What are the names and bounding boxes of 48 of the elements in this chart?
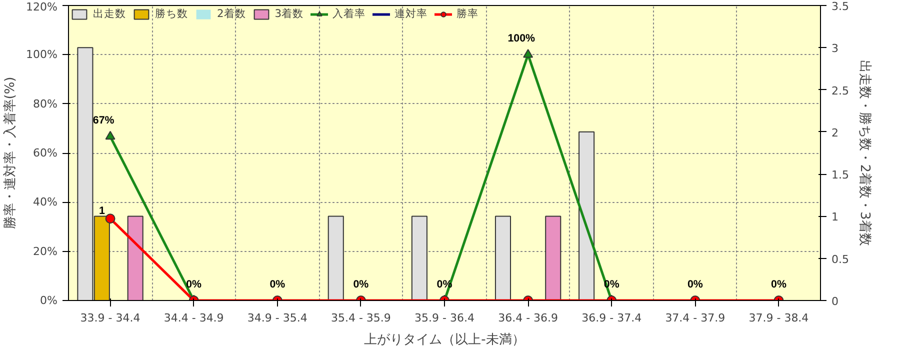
y2-tick-label: 2 xyxy=(832,126,838,140)
x-tick-label: 35.9 - 36.4 xyxy=(414,312,474,324)
y-tick-label: 120% xyxy=(26,0,58,14)
legend-label: 入着率 xyxy=(332,7,366,21)
data-label: 67% xyxy=(92,114,115,127)
bar xyxy=(328,216,344,300)
y2-tick-label: 1.5 xyxy=(832,168,849,182)
bar xyxy=(545,216,562,300)
y-axis-title: 勝率・連対率・入着率(%) xyxy=(2,76,18,230)
bar xyxy=(411,216,428,300)
data-label: 1 xyxy=(98,205,105,218)
legend-label: 勝率 xyxy=(456,7,479,21)
y2-tick-label: 0 xyxy=(832,295,838,308)
x-tick-label: 36.4 - 36.9 xyxy=(498,312,558,324)
legend-label: 勝ち数 xyxy=(155,7,188,21)
y2-tick-label: 3 xyxy=(832,42,838,56)
x-tick-label: 34.4 - 34.9 xyxy=(164,312,224,324)
x-axis-title: 上がりタイム（以上-未満） xyxy=(364,332,525,348)
x-tick-label: 36.9 - 37.4 xyxy=(582,312,642,324)
bar xyxy=(127,216,144,300)
x-tick-label: 37.9 - 38.4 xyxy=(748,312,809,324)
y-tick-label: 20% xyxy=(33,244,58,258)
legend-label: 出走数 xyxy=(93,7,126,21)
y2-tick-label: 3.5 xyxy=(832,0,849,13)
y2-axis-title: 出走数・勝ち数・2着数・3着数 xyxy=(856,60,873,246)
legend-label: 連対率 xyxy=(394,7,428,21)
bar xyxy=(578,131,595,300)
legend-label: 3着数 xyxy=(274,7,304,21)
x-tick-label: 34.9 - 35.4 xyxy=(247,312,308,324)
x-tick-label: 35.4 - 35.9 xyxy=(330,312,391,324)
data-label: 0% xyxy=(186,278,202,290)
data-label: 0% xyxy=(270,278,286,290)
data-label: 0% xyxy=(687,278,704,290)
y-tick-label: 60% xyxy=(33,146,58,160)
y2-tick-label: 2.5 xyxy=(832,84,849,98)
y2-tick-label: 1 xyxy=(832,210,838,224)
y-tick-label: 40% xyxy=(33,196,58,209)
bar xyxy=(494,216,512,300)
x-tick-label: 37.4 - 37.9 xyxy=(665,312,726,324)
y-tick-label: 100% xyxy=(26,48,58,62)
data-label: 100% xyxy=(508,32,536,45)
y-tick-label: 80% xyxy=(33,97,58,110)
y2-tick-label: 0.5 xyxy=(832,252,849,266)
legend-label: 2着数 xyxy=(217,7,246,21)
data-label: 0% xyxy=(771,278,787,290)
y-tick-label: 0% xyxy=(40,294,58,307)
data-label: 0% xyxy=(353,278,370,290)
x-tick-label: 33.9 - 34.4 xyxy=(80,312,140,324)
